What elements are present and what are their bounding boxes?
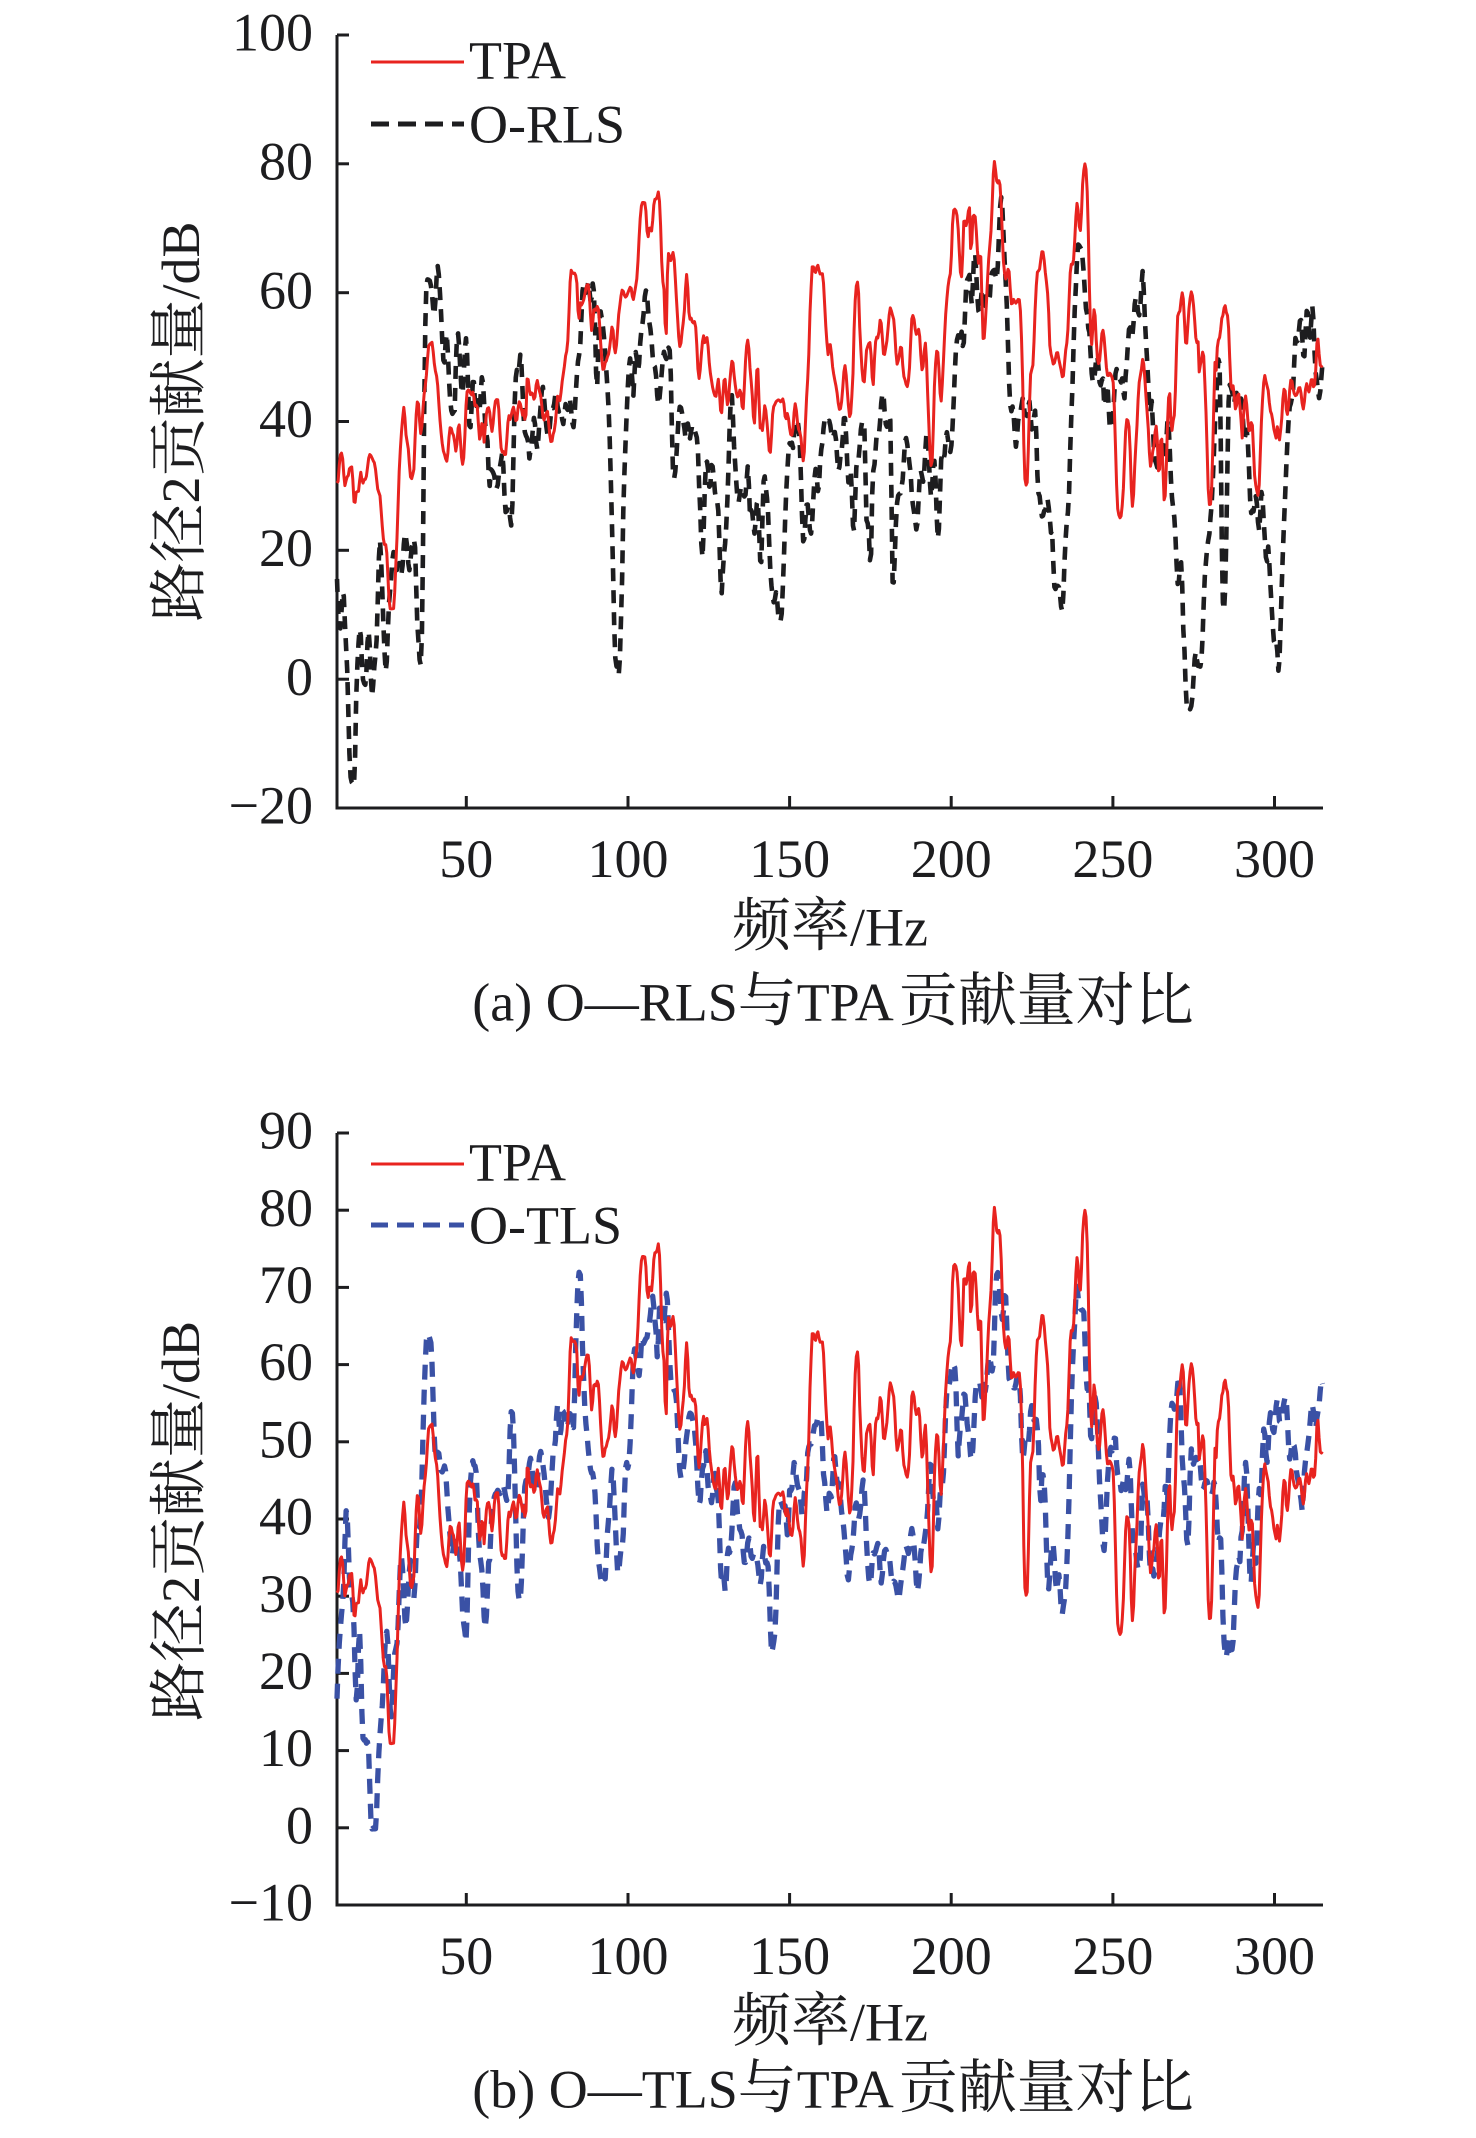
svg-text:100: 100	[588, 1926, 669, 1986]
svg-text:−10: −10	[229, 1873, 313, 1933]
svg-text:250: 250	[1072, 1926, 1153, 1986]
svg-text:50: 50	[439, 1926, 493, 1986]
svg-text:150: 150	[749, 1926, 830, 1986]
svg-text:/dB: /dB	[151, 221, 211, 299]
svg-text:60: 60	[259, 1332, 313, 1392]
svg-text:10: 10	[259, 1718, 313, 1778]
svg-text:(a) O—RLS: (a) O—RLS	[472, 973, 737, 1033]
svg-text:100: 100	[588, 829, 669, 889]
svg-text:50: 50	[259, 1409, 313, 1469]
svg-text:80: 80	[259, 132, 313, 192]
svg-text:80: 80	[259, 1178, 313, 1238]
svg-text:TPA: TPA	[469, 31, 566, 91]
svg-text:300: 300	[1234, 1926, 1315, 1986]
svg-text:30: 30	[259, 1564, 313, 1624]
svg-text:0: 0	[286, 1795, 313, 1855]
svg-text:/Hz: /Hz	[850, 898, 928, 958]
svg-text:300: 300	[1234, 829, 1315, 889]
svg-text:/dB: /dB	[151, 1321, 211, 1399]
svg-text:100: 100	[232, 3, 313, 63]
svg-text:20: 20	[259, 518, 313, 578]
svg-text:150: 150	[749, 829, 830, 889]
svg-text:20: 20	[259, 1641, 313, 1701]
svg-text:40: 40	[259, 389, 313, 449]
svg-text:200: 200	[911, 1926, 992, 1986]
svg-text:O-RLS: O-RLS	[469, 95, 625, 155]
svg-text:0: 0	[286, 647, 313, 707]
svg-text:70: 70	[259, 1255, 313, 1315]
svg-text:2: 2	[151, 1576, 211, 1603]
svg-text:/Hz: /Hz	[850, 1993, 928, 2053]
svg-text:O-TLS: O-TLS	[469, 1196, 622, 1256]
svg-text:TPA: TPA	[469, 1133, 566, 1193]
svg-text:90: 90	[259, 1101, 313, 1161]
svg-text:TPA: TPA	[797, 973, 894, 1033]
svg-text:50: 50	[439, 829, 493, 889]
svg-text:60: 60	[259, 260, 313, 320]
svg-text:250: 250	[1072, 829, 1153, 889]
svg-text:200: 200	[911, 829, 992, 889]
svg-text:TPA: TPA	[797, 2060, 894, 2120]
svg-text:−20: −20	[229, 776, 313, 836]
svg-text:40: 40	[259, 1487, 313, 1547]
svg-text:2: 2	[151, 477, 211, 504]
svg-text:(b) O—TLS: (b) O—TLS	[472, 2060, 737, 2120]
